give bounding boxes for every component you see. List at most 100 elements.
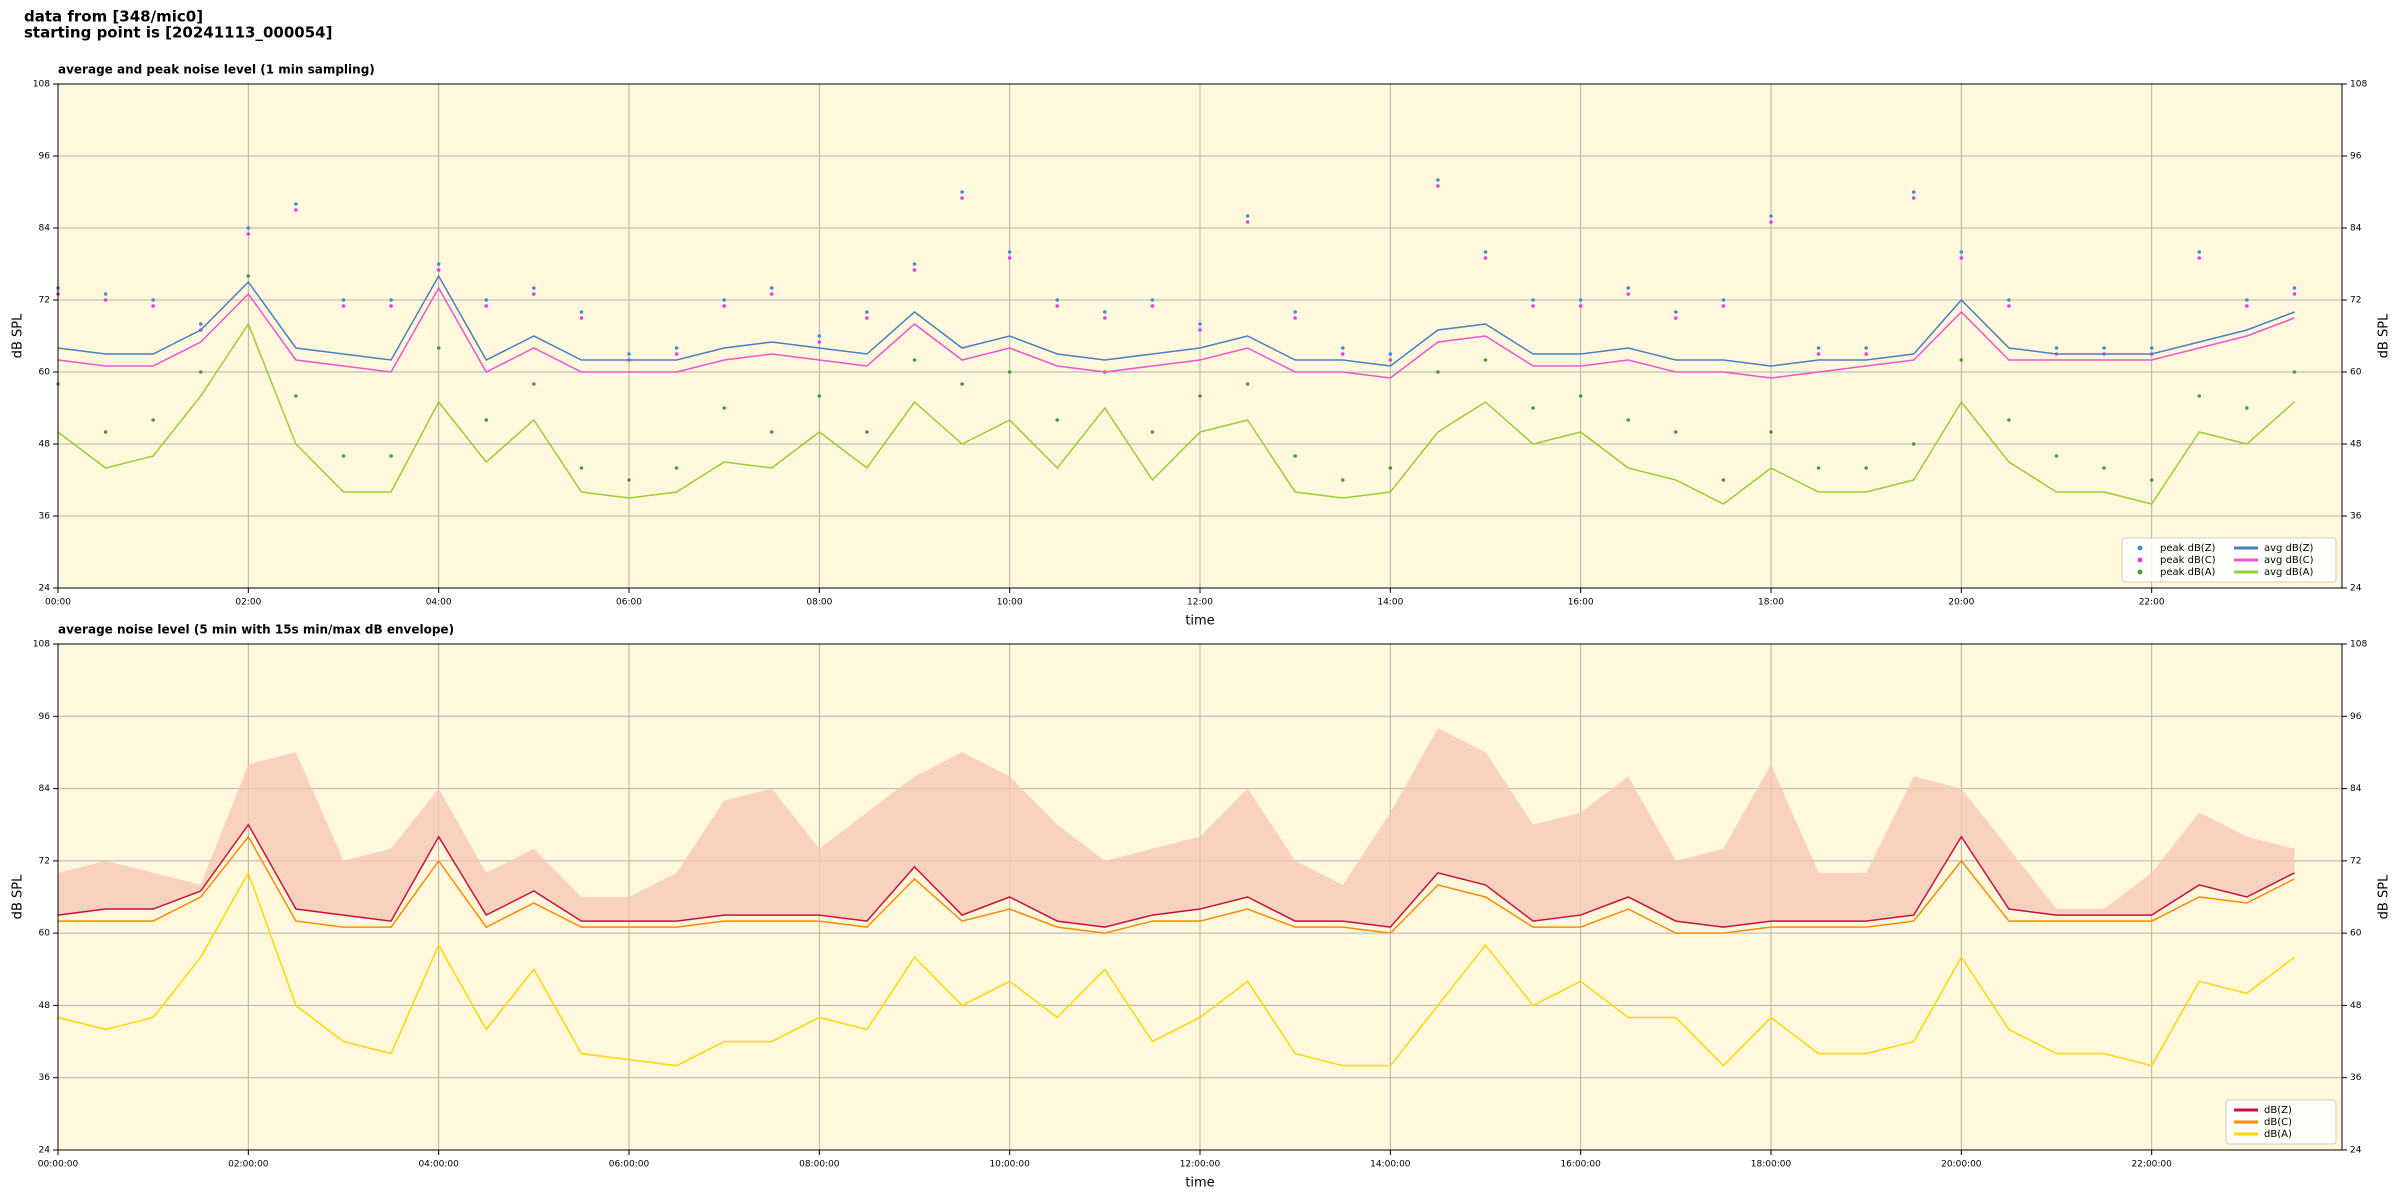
peak-point <box>2054 454 2059 458</box>
peak-point <box>2292 286 2297 290</box>
peak-point <box>389 298 393 302</box>
peak-point <box>912 358 917 362</box>
peak-point <box>865 316 869 320</box>
peak-point <box>1436 178 1440 182</box>
peak-point <box>103 298 108 302</box>
peak-point <box>2102 346 2106 350</box>
peak-point <box>1198 328 1202 332</box>
peak-point <box>1245 382 1250 386</box>
x-tick-label: 10:00 <box>997 598 1023 608</box>
peak-point <box>1578 394 1583 398</box>
y-tick-label: 84 <box>39 224 51 234</box>
y-tick-label: 108 <box>33 80 50 90</box>
x-tick-label: 18:00 <box>1758 598 1784 608</box>
x-tick-label: 22:00 <box>2139 598 2165 608</box>
legend-label: peak dB(Z) <box>2160 543 2216 554</box>
peak-point <box>1483 256 1488 260</box>
header-line: data from [348/mic0] <box>24 8 203 26</box>
peak-point <box>294 394 298 398</box>
y2-tick-label: 36 <box>2350 512 2362 522</box>
x-axis-label: time <box>1185 1176 1214 1191</box>
peak-point <box>960 190 964 194</box>
x-tick-label: 16:00:00 <box>1560 1160 1601 1170</box>
peak-point <box>865 430 869 434</box>
peak-point <box>1198 394 1202 398</box>
peak-point <box>1911 442 1916 446</box>
peak-point <box>1531 406 1535 410</box>
chart-title: average and peak noise level (1 min samp… <box>58 63 375 77</box>
legend-label: peak dB(C) <box>2160 555 2216 566</box>
peak-point <box>674 352 679 356</box>
peak-point <box>1911 190 1916 194</box>
x-tick-label: 02:00:00 <box>228 1160 269 1170</box>
y-tick-label: 72 <box>39 296 50 306</box>
peak-point <box>1959 256 1964 260</box>
y2-tick-label: 84 <box>2350 224 2362 234</box>
peak-point <box>1531 298 1535 302</box>
peak-point <box>1674 430 1678 434</box>
peak-point <box>1483 358 1488 362</box>
peak-point <box>722 406 726 410</box>
y-tick-label: 60 <box>39 929 51 939</box>
series-line <box>57 871 2295 1067</box>
peak-point <box>484 298 489 302</box>
peak-point <box>1055 304 1060 308</box>
x-tick-label: 20:00 <box>1948 598 1974 608</box>
y2-tick-label: 108 <box>2350 640 2367 650</box>
legend-marker <box>2137 569 2143 575</box>
series-line <box>57 823 2295 928</box>
y2-tick-label: 60 <box>2350 929 2362 939</box>
legend-label: avg dB(Z) <box>2264 543 2314 554</box>
peak-point <box>1245 220 1250 224</box>
peak-point <box>1055 418 1060 422</box>
peak-point <box>2245 298 2249 302</box>
peak-point <box>1388 358 1393 362</box>
peak-point <box>1626 292 1631 296</box>
peak-point <box>2197 256 2202 260</box>
peak-point <box>1293 316 1297 320</box>
x-tick-label: 02:00 <box>235 598 261 608</box>
y-tick-label: 96 <box>39 712 51 722</box>
peak-point <box>1007 250 1012 254</box>
y-tick-label: 48 <box>39 1001 51 1011</box>
peak-point <box>1007 256 1012 260</box>
x-tick-label: 14:00:00 <box>1370 1160 1411 1170</box>
plot-frame <box>57 643 2343 1151</box>
peak-point <box>2054 346 2059 350</box>
peak-point <box>389 304 393 308</box>
peak-point <box>1816 346 1821 350</box>
x-tick-label: 20:00:00 <box>1941 1160 1982 1170</box>
peak-point <box>1674 316 1678 320</box>
peak-point <box>151 418 155 422</box>
peak-point <box>389 454 393 458</box>
peak-point <box>2007 304 2011 308</box>
peak-point <box>246 274 251 278</box>
peak-point <box>674 466 679 470</box>
peak-point <box>1769 214 1773 218</box>
peak-point <box>722 304 726 308</box>
peak-point <box>1103 316 1107 320</box>
peak-point <box>1388 352 1393 356</box>
peak-point <box>2245 406 2249 410</box>
legend-box <box>2121 537 2337 583</box>
peak-point <box>579 316 584 320</box>
peak-point <box>151 298 155 302</box>
y2-tick-label: 96 <box>2350 152 2362 162</box>
peak-point <box>579 310 584 314</box>
x-tick-label: 00:00:00 <box>38 1160 79 1170</box>
peak-point <box>532 286 536 290</box>
peak-point <box>627 352 631 356</box>
legend-marker <box>2137 557 2143 563</box>
peak-point <box>1959 358 1964 362</box>
peak-point <box>436 268 441 272</box>
y-tick-label: 72 <box>39 856 50 866</box>
x-tick-label: 04:00 <box>426 598 452 608</box>
y2-tick-label: 72 <box>2350 296 2361 306</box>
peak-point <box>1055 298 1060 302</box>
peak-point <box>1721 298 1726 302</box>
peak-point <box>246 226 251 230</box>
peak-point <box>960 382 964 386</box>
peak-point <box>1436 370 1440 374</box>
x-tick-label: 10:00:00 <box>989 1160 1030 1170</box>
